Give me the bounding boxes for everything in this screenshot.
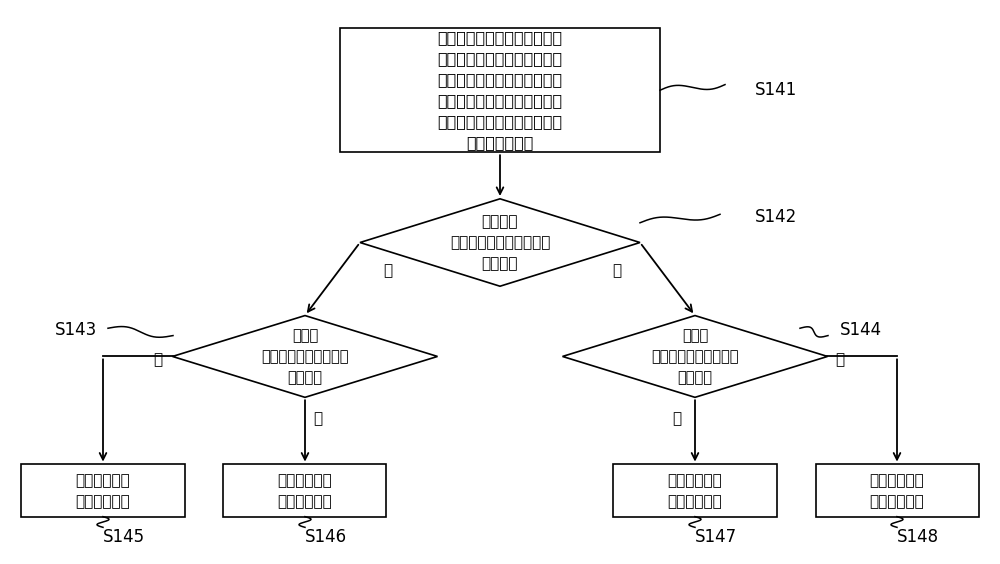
Text: S147: S147 bbox=[695, 528, 737, 546]
Text: S141: S141 bbox=[755, 81, 797, 99]
Polygon shape bbox=[173, 316, 438, 398]
Text: S148: S148 bbox=[897, 528, 939, 546]
Text: S145: S145 bbox=[103, 528, 145, 546]
Text: 判定目标地区
不存在荒漠化: 判定目标地区 不存在荒漠化 bbox=[870, 473, 924, 509]
FancyBboxPatch shape bbox=[223, 465, 386, 517]
FancyBboxPatch shape bbox=[613, 465, 776, 517]
Text: 否: 否 bbox=[153, 352, 163, 367]
Text: S144: S144 bbox=[840, 321, 882, 339]
Text: 判定目标地区
为重度荒漠化: 判定目标地区 为重度荒漠化 bbox=[76, 473, 130, 509]
FancyBboxPatch shape bbox=[340, 28, 660, 152]
Polygon shape bbox=[360, 199, 640, 287]
Text: 是: 是 bbox=[835, 352, 845, 367]
FancyBboxPatch shape bbox=[21, 465, 184, 517]
Text: 是: 是 bbox=[612, 263, 622, 278]
Text: 是: 是 bbox=[313, 411, 323, 426]
Text: S142: S142 bbox=[755, 208, 797, 226]
FancyBboxPatch shape bbox=[816, 465, 978, 517]
Text: 去土壤
植被指数是否大于第二
设定系数: 去土壤 植被指数是否大于第二 设定系数 bbox=[261, 328, 349, 385]
Text: 否: 否 bbox=[672, 411, 682, 426]
Text: S143: S143 bbox=[55, 321, 97, 339]
Text: S146: S146 bbox=[305, 528, 347, 546]
Text: 判定目标地区
为轻度荒漠化: 判定目标地区 为轻度荒漠化 bbox=[668, 473, 722, 509]
Text: 增强性
植被指数是否小于第三
设定系数: 增强性 植被指数是否小于第三 设定系数 bbox=[651, 328, 739, 385]
Text: 基于每个子图对应的植被覆盖
度指数、去土壤植被指数以及
增强性植被指数计算所述目标
地区的综合植被覆盖度指数、
综合去土壤植被指数以及综合
增强性植被指数: 基于每个子图对应的植被覆盖 度指数、去土壤植被指数以及 增强性植被指数计算所述目… bbox=[437, 30, 563, 150]
Text: 综合植被
覆盖度指数是否大于第一
设定系数: 综合植被 覆盖度指数是否大于第一 设定系数 bbox=[450, 214, 550, 271]
Text: 否: 否 bbox=[383, 263, 393, 278]
Polygon shape bbox=[562, 316, 827, 398]
Text: 判定目标地区
为中度荒漠化: 判定目标地区 为中度荒漠化 bbox=[278, 473, 332, 509]
